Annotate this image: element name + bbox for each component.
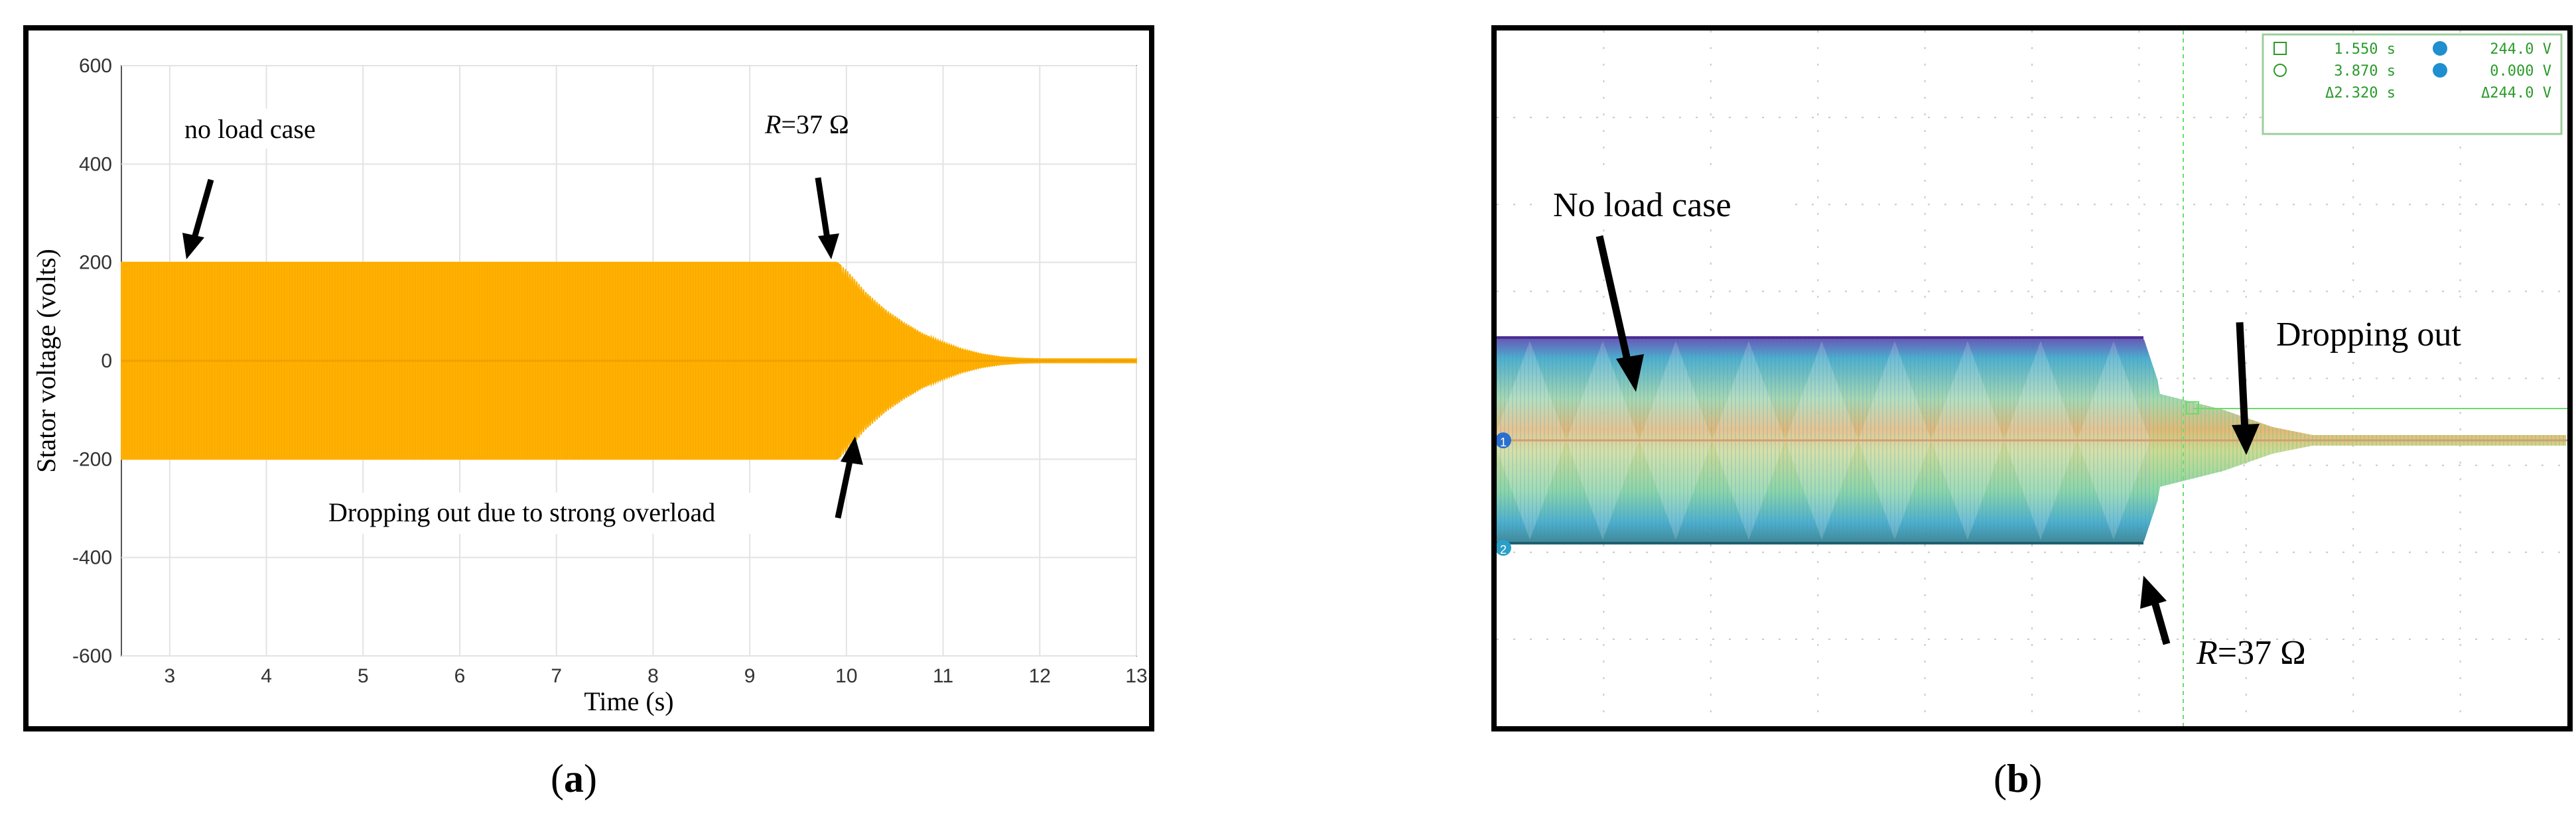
- signal-b: [1497, 336, 2567, 544]
- annotation-bg-no-load: [181, 109, 354, 149]
- arrowhead-no-load: [182, 233, 204, 259]
- y-ticks-a: 600 400 200 0 -200 -400 -600: [72, 55, 112, 667]
- svg-text:0.000 V: 0.000 V: [2490, 63, 2551, 80]
- chart-panel-a: 600 400 200 0 -200 -400 -600 3 4 5 6 7 8 9 10 11 12 13 T…: [23, 25, 1154, 731]
- svg-text:Δ2.320 s: Δ2.320 s: [2325, 85, 2396, 101]
- cursor-readout: 1.550 s 244.0 V 3.870 s 0.000 V Δ2.320 s…: [2262, 33, 2563, 135]
- y-tick-label: 200: [79, 252, 112, 274]
- caption-b: (b): [1994, 757, 2043, 800]
- x-tick-label: 10: [835, 665, 857, 687]
- x-tick-label: 3: [165, 665, 176, 687]
- arrow-dropping-b: [2236, 322, 2249, 432]
- arrowhead-no-load-b: [1616, 354, 1644, 392]
- x-tick-label: 5: [358, 665, 369, 687]
- arrowhead-dropping: [841, 436, 863, 465]
- x-tick-label: 6: [454, 665, 466, 687]
- annotation-bg-no-load-b: [1543, 180, 1795, 229]
- x-tick-label: 11: [933, 665, 953, 687]
- annotation-r37-b: R=37 Ω: [2196, 634, 2306, 672]
- x-tick-label: 13: [1125, 665, 1147, 687]
- arrow-no-load-b: [1595, 235, 1633, 370]
- channel-2-label: 2: [1500, 543, 1507, 556]
- svg-text:244.0 V: 244.0 V: [2490, 41, 2551, 58]
- x-ticks-a: 3 4 5 6 7 8 9 10 11 12 13: [165, 665, 1148, 687]
- x-tick-label: 4: [261, 665, 272, 687]
- x-axis-label-a: Time (s): [584, 686, 673, 716]
- x-tick-label: 7: [551, 665, 562, 687]
- y-axis-label-a: Stator voltage (volts): [31, 249, 61, 473]
- y-tick-label: 600: [79, 55, 112, 77]
- annotation-dropping-b: Dropping out: [2276, 316, 2461, 353]
- caption-a: (a): [551, 757, 597, 800]
- arrow-r37-top: [815, 177, 831, 243]
- channel-1-label: 1: [1500, 436, 1507, 449]
- arrow-no-load: [190, 178, 214, 244]
- arrowhead-dropping-b: [2232, 424, 2260, 455]
- chart-panel-b: 1 2 1.550 s 244.0 V 3.870 s 0.000 V Δ2.3…: [1491, 25, 2573, 731]
- y-tick-label: 0: [101, 350, 112, 372]
- arrow-dropping: [835, 454, 854, 519]
- channel-1-marker: [1497, 432, 1511, 448]
- svg-text:1.550 s: 1.550 s: [2334, 41, 2396, 58]
- annotation-dropping: Dropping out due to strong overload: [328, 497, 715, 527]
- channel-2-marker: [1497, 540, 1511, 556]
- x-tick-label: 8: [647, 665, 659, 687]
- y-tick-label: -400: [72, 547, 112, 569]
- arrowhead-r37-b: [2140, 576, 2167, 609]
- arrow-r37-b: [2149, 596, 2171, 645]
- x-tick-label: 12: [1029, 665, 1051, 687]
- annotation-bg-dropping-b: [2270, 308, 2535, 357]
- annotation-no-load: no load case: [184, 114, 316, 144]
- chart-a-svg: 600 400 200 0 -200 -400 -600 3 4 5 6 7 8 9 10 11 12 13 T…: [31, 55, 1148, 716]
- annotation-no-load-b: No load case: [1553, 186, 1731, 224]
- cursor-marker: [2186, 401, 2199, 414]
- annotation-bg-dropping: [322, 493, 821, 534]
- annotation-r37-top: R=37 Ω: [764, 109, 849, 139]
- signal-a: [121, 261, 1137, 460]
- svg-text:3.870 s: 3.870 s: [2334, 63, 2396, 80]
- chart-b-svg: 1 2 1.550 s 244.0 V 3.870 s 0.000 V Δ2.3…: [1497, 31, 2567, 726]
- y-tick-label: -200: [72, 448, 112, 470]
- y-tick-label: -600: [72, 645, 112, 667]
- arrowhead-r37-top: [818, 233, 839, 259]
- x-tick-label: 9: [744, 665, 756, 687]
- y-tick-label: 400: [79, 153, 112, 175]
- svg-text:Δ244.0 V: Δ244.0 V: [2481, 85, 2551, 101]
